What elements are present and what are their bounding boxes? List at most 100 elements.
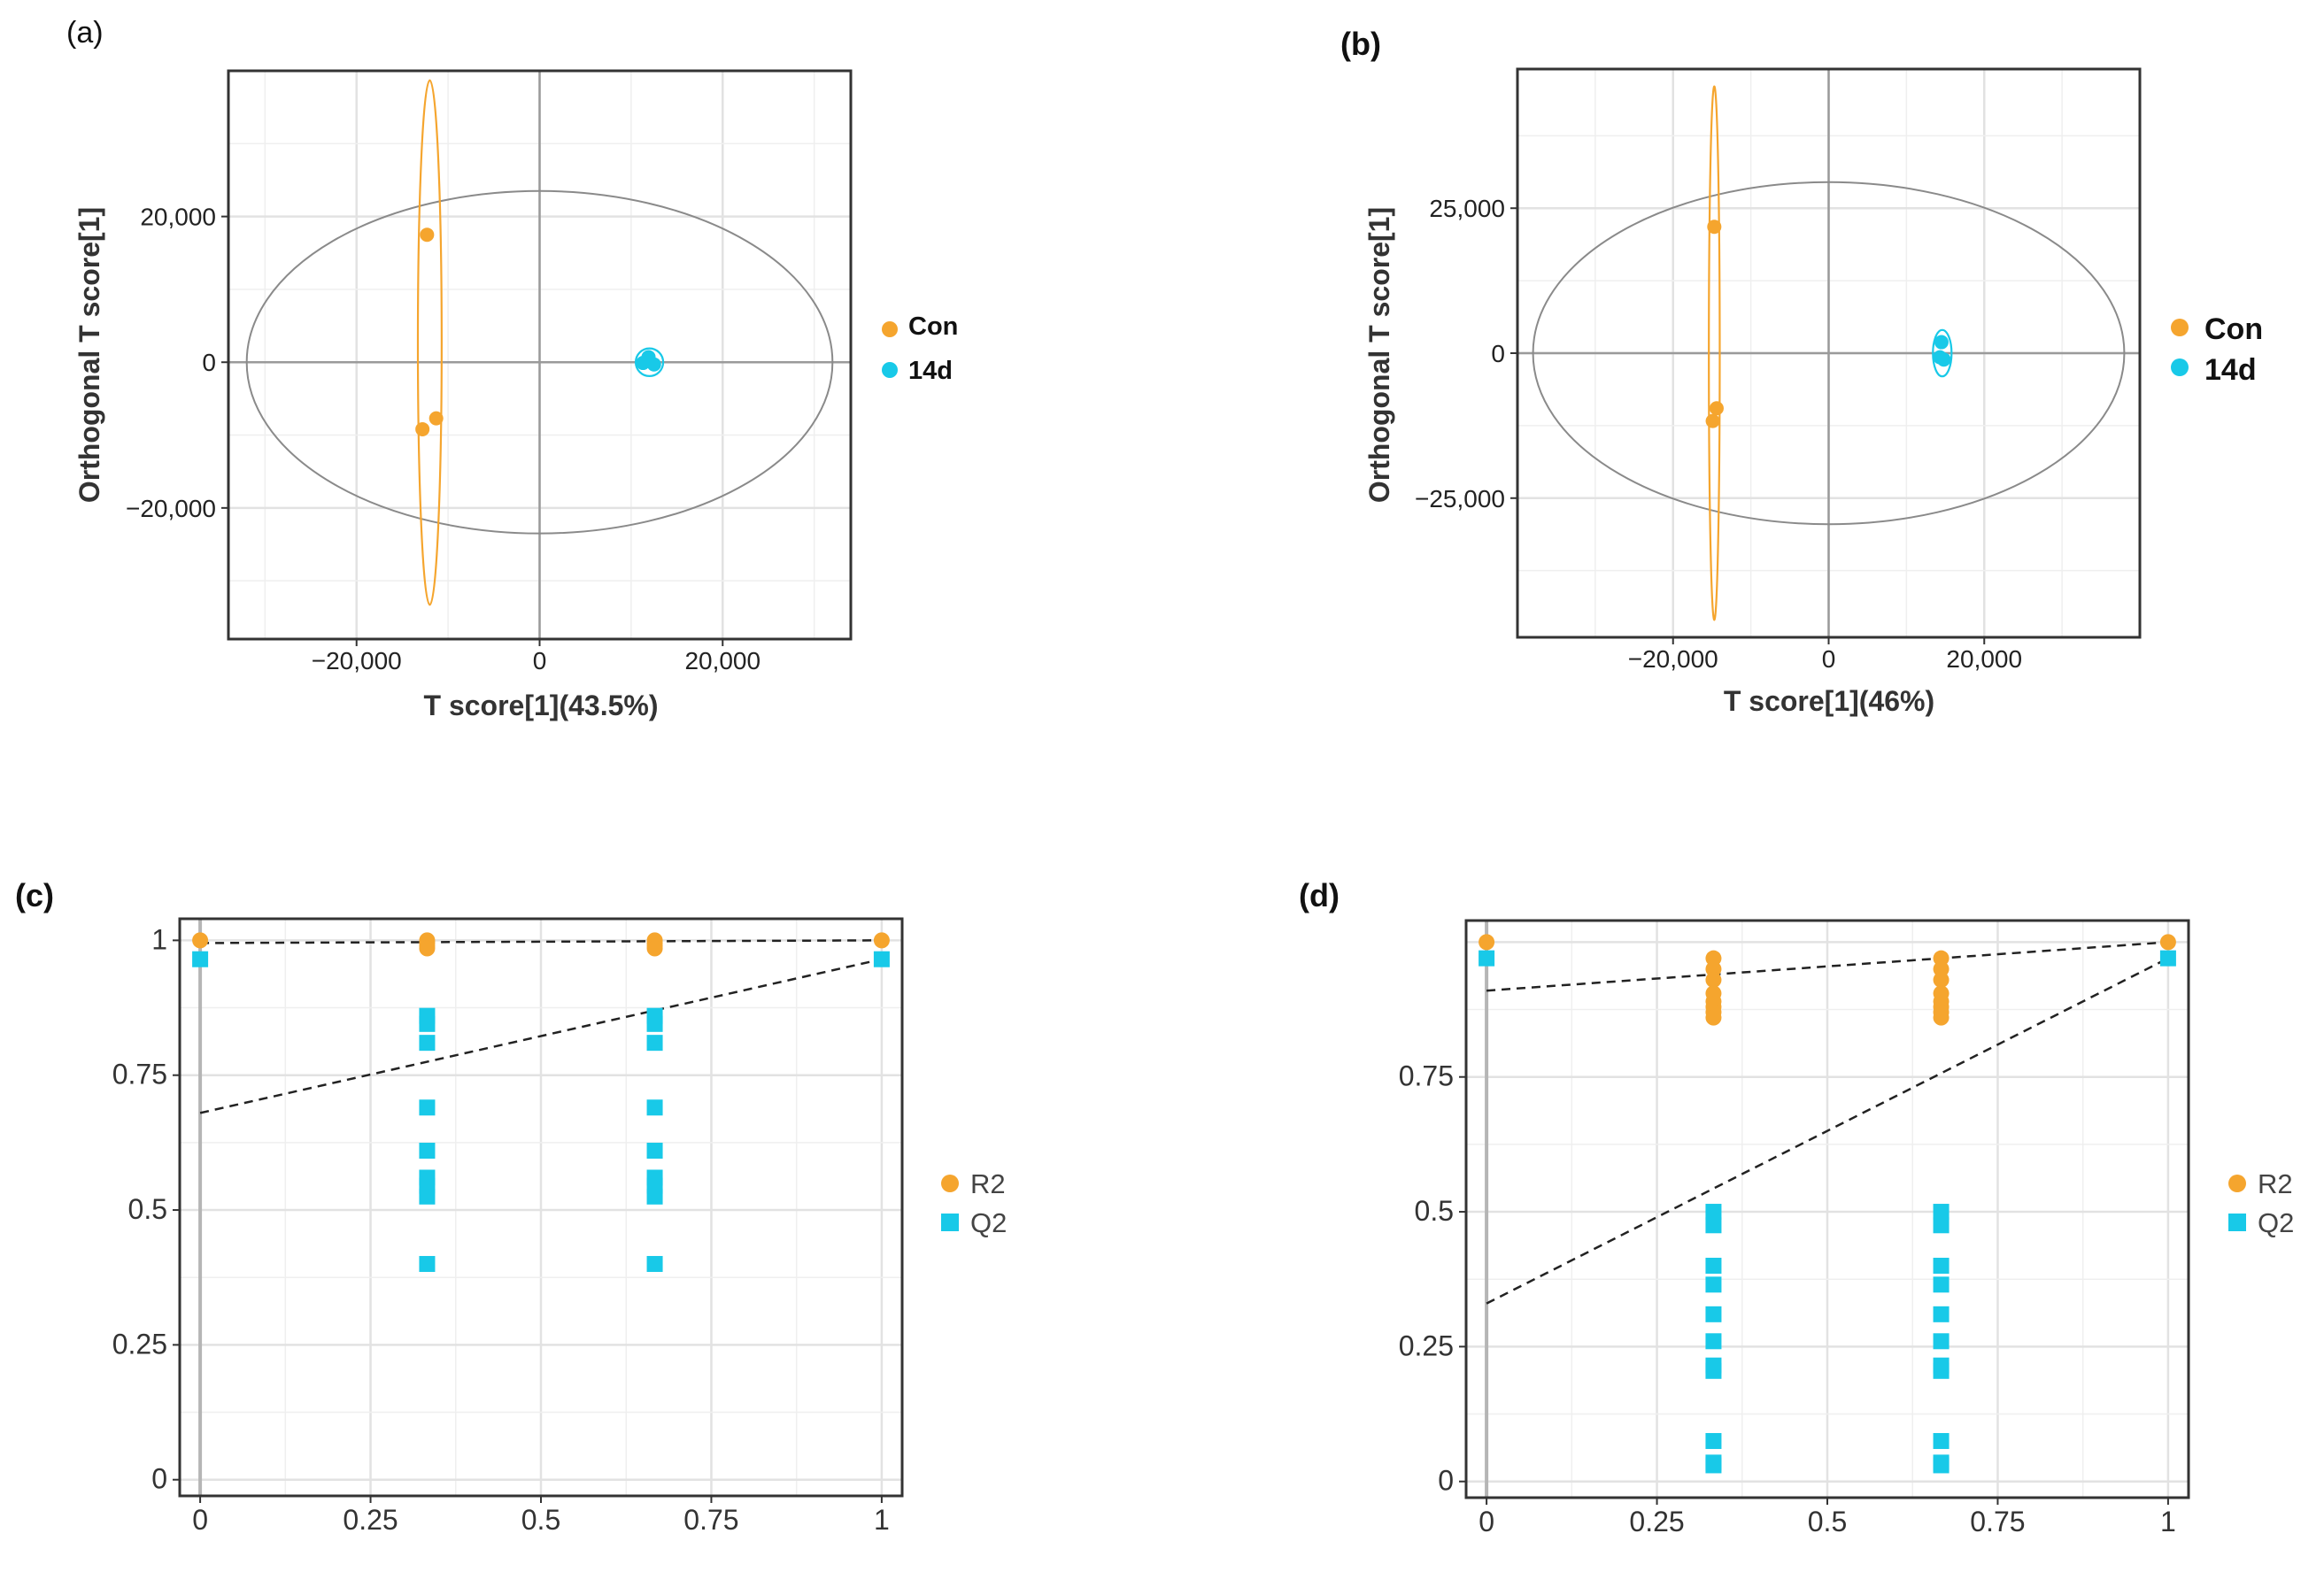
- panel-d-point-q2: [1705, 1276, 1722, 1293]
- panel-b-x-tick-label: 0: [1822, 645, 1836, 673]
- panel-d-legend-q2-label: Q2: [2258, 1207, 2294, 1238]
- panel-b-point-con: [1705, 413, 1720, 428]
- panel-c-legend: R2 Q2: [941, 1168, 1007, 1238]
- panel-b-group-ellipse-14d: [1932, 328, 1953, 378]
- panel-c-point-q2: [419, 1099, 436, 1116]
- panel-b-score-plot: (b) −20,000 0 20,000 25,000 0 −25,000 T score…: [1340, 26, 2263, 717]
- panel-a-x-tick-label: 0: [533, 647, 547, 674]
- panel-d-y-tick-label: 0.25: [1399, 1329, 1454, 1361]
- panel-d-point-q2: [1705, 1457, 1722, 1474]
- panel-c-y-tick-label: 1: [151, 923, 167, 955]
- panel-d-point-q2: [1933, 1457, 1950, 1474]
- panel-b-point-14d: [1936, 352, 1951, 367]
- panel-d-point-q2: [1705, 1433, 1722, 1450]
- panel-b-point-con: [1707, 220, 1722, 235]
- panel-c-trend-line-r2: [200, 939, 882, 944]
- panel-d-trend-line-q2: [1486, 957, 2169, 1305]
- panel-b-x-tick-label: −20,000: [1628, 645, 1718, 673]
- panel-d-point-q2: [1933, 1276, 1950, 1293]
- panel-c-x-tick-label: 0.25: [343, 1504, 398, 1536]
- panel-b-y-tick-label: 0: [1491, 340, 1505, 367]
- panel-b-y-tick-label: −25,000: [1415, 485, 1505, 512]
- panel-d-legend-q2-swatch: [2228, 1214, 2246, 1231]
- panel-a-point-14d: [646, 357, 661, 372]
- panel-a-y-axis-title: Orthogonal T score[1]: [73, 207, 105, 503]
- panel-d-point-q2: [1933, 1306, 1950, 1322]
- panel-a-point-con: [429, 411, 444, 426]
- panel-a-legend-14d-label: 14d: [908, 357, 953, 385]
- panel-a-confidence-ellipse: [245, 189, 834, 535]
- panel-b-legend-con-swatch: [2171, 319, 2189, 336]
- panel-d-legend-r2-label: R2: [2258, 1168, 2293, 1199]
- panel-a-point-con: [420, 227, 435, 243]
- panel-d-point-q2: [1705, 1306, 1722, 1322]
- panel-a-legend-con-label: Con: [908, 312, 958, 341]
- panel-a-legend-14d-swatch: [882, 362, 898, 378]
- panel-d-y-tick-label: 0.75: [1399, 1060, 1454, 1092]
- panel-d-y-tick-label: 0: [1438, 1465, 1454, 1497]
- panel-c-point-r2: [873, 932, 890, 949]
- panel-b-y-tick-label: 25,000: [1429, 195, 1505, 222]
- panel-c-y-tick-label: 0: [151, 1463, 167, 1495]
- panel-d-x-tick-label: 0: [1479, 1506, 1494, 1537]
- panel-d-point-r2: [2159, 934, 2176, 951]
- panel-c-point-q2: [419, 1188, 436, 1205]
- panel-c-legend-q2-swatch: [941, 1214, 959, 1231]
- panel-c-grid: [180, 919, 902, 1496]
- panel-c-ticks: 0 0.25 0.5 0.75 1 0 0.25 0.5 0.75 1: [112, 923, 890, 1536]
- panel-d-permutation-plot: (d) 0 0.25 0.5 0.75 1 0 0.25 0.5 0.75 R2 Q2: [1299, 877, 2294, 1537]
- panel-d-x-tick-label: 1: [2160, 1506, 2176, 1537]
- panel-d-label: (d): [1299, 877, 1340, 913]
- panel-c-legend-r2-label: R2: [970, 1168, 1006, 1199]
- panel-a-y-tick-label: −20,000: [126, 495, 216, 522]
- panel-d-point-q2: [1933, 1204, 1950, 1221]
- panel-d-point-r2: [1933, 1009, 1950, 1026]
- panel-c-point-q2: [419, 1143, 436, 1160]
- panel-b-x-tick-label: 20,000: [1946, 645, 2022, 673]
- panel-c-point-q2: [419, 1255, 436, 1272]
- panel-c-label: (c): [15, 877, 54, 913]
- panel-a-x-axis-title: T score[1](43.5%): [424, 690, 659, 721]
- panel-c-trend-line-q2: [199, 958, 883, 1114]
- panel-b-confidence-ellipse: [1532, 181, 2126, 526]
- panel-a-y-tick-label: 0: [202, 349, 216, 376]
- panel-c-y-tick-label: 0.5: [128, 1193, 167, 1225]
- panel-d-point-q2: [1933, 1217, 1950, 1234]
- panel-a-x-tick-label: 20,000: [684, 647, 761, 674]
- panel-c-point-r2: [192, 932, 209, 949]
- panel-a-score-plot: (a) −20,000 0 20,000 20,000 0 −20,000 T score…: [66, 16, 958, 721]
- panel-a-label: (a): [66, 16, 104, 50]
- panel-d-point-q2: [1705, 1217, 1722, 1234]
- panel-a-legend: Con 14d: [882, 312, 958, 385]
- panel-c-legend-r2-swatch: [941, 1175, 959, 1192]
- panel-d-legend: R2 Q2: [2228, 1168, 2294, 1238]
- panel-a-group-ellipse-con: [416, 79, 443, 606]
- panel-d-x-tick-label: 0.5: [1808, 1506, 1847, 1537]
- panel-d-point-r2: [1705, 1009, 1722, 1026]
- panel-d-point-q2: [1479, 950, 1495, 967]
- panel-c-point-q2: [192, 951, 209, 967]
- panel-d-point-q2: [1933, 1433, 1950, 1450]
- panel-d-y-tick-label: 0.5: [1415, 1195, 1454, 1227]
- panel-a-point-14d: [636, 356, 651, 371]
- panel-d-point-q2: [1705, 1362, 1722, 1379]
- panel-c-point-q2: [646, 1035, 663, 1052]
- panel-c-x-tick-label: 0.5: [521, 1504, 560, 1536]
- panel-d-point-q2: [1933, 1333, 1950, 1350]
- panel-b-point-14d: [1934, 335, 1949, 350]
- panel-d-x-tick-label: 0.75: [1970, 1506, 2025, 1537]
- panel-a-marks: [228, 71, 851, 639]
- panel-b-y-axis-title: Orthogonal T score[1]: [1363, 207, 1395, 503]
- panel-c-point-q2: [646, 1143, 663, 1160]
- panel-d-point-q2: [1705, 1257, 1722, 1274]
- panel-b-ticks: −20,000 0 20,000 25,000 0 −25,000: [1415, 195, 2022, 673]
- panel-c-point-q2: [646, 1099, 663, 1116]
- panel-d-point-r2: [1479, 934, 1495, 951]
- panel-c-point-q2: [873, 951, 890, 967]
- panel-d-point-q2: [1933, 1362, 1950, 1379]
- panel-b-legend-14d-label: 14d: [2204, 353, 2257, 387]
- panel-d-grid: [1466, 921, 2189, 1498]
- panel-d-marks: [1479, 921, 2176, 1498]
- panel-d-x-tick-label: 0.25: [1629, 1506, 1684, 1537]
